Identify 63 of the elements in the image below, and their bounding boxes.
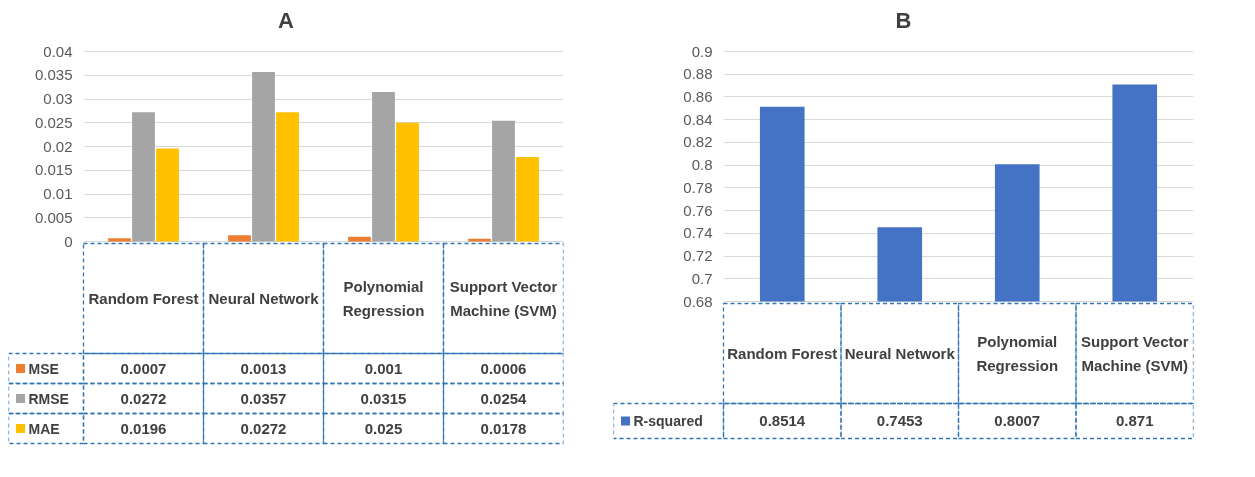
bar xyxy=(468,238,491,242)
x-tick-label: Polynomial Regression xyxy=(976,333,1059,374)
y-tick-label: 0.84 xyxy=(683,110,713,128)
bar xyxy=(132,112,155,242)
data-label: 0.0272 xyxy=(120,389,167,407)
data-label: 0.0178 xyxy=(480,419,527,437)
y-tick-label: 0.03 xyxy=(43,90,73,107)
bar xyxy=(252,71,275,242)
data-label: 0.871 xyxy=(1115,412,1154,429)
x-tick-label: Random Forest xyxy=(88,290,199,307)
y-tick-label: 0.88 xyxy=(683,65,713,83)
y-tick-label: 0 xyxy=(64,232,73,250)
bar xyxy=(348,236,371,242)
data-label: 0.8514 xyxy=(759,412,806,429)
y-tick-label: 0.82 xyxy=(683,133,713,151)
data-label: 0.0254 xyxy=(480,389,528,407)
data-label: 0.0006 xyxy=(480,359,527,377)
y-tick-label: 0.015 xyxy=(34,161,73,179)
bar xyxy=(108,238,131,242)
data-label: 0.0315 xyxy=(360,389,407,407)
data-label: 0.0357 xyxy=(240,389,287,407)
chart-title: A xyxy=(278,7,295,33)
bar xyxy=(156,148,179,242)
legend-label: RMSE xyxy=(28,390,69,407)
x-tick-label: Random Forest xyxy=(727,345,838,362)
data-label: 0.0196 xyxy=(120,419,167,437)
data-label: 0.025 xyxy=(364,419,403,437)
y-tick-label: 0.86 xyxy=(683,87,713,105)
x-tick-label: Support Vector Machine (SVM) xyxy=(1080,333,1189,374)
y-tick-label: 0.8 xyxy=(691,156,713,174)
data-label: 0.7453 xyxy=(876,412,923,429)
bar xyxy=(492,120,515,242)
chart-title: B xyxy=(895,7,912,33)
y-tick-label: 0.76 xyxy=(683,201,713,219)
x-tick-label: Polynomial Regression xyxy=(342,278,425,319)
x-tick-label: Neural Network xyxy=(844,345,956,362)
data-label: 0.0013 xyxy=(240,359,287,377)
y-tick-label: 0.68 xyxy=(683,292,713,310)
data-label: 0.001 xyxy=(364,359,403,377)
y-tick-label: 0.78 xyxy=(683,178,713,196)
y-tick-label: 0.74 xyxy=(683,224,713,242)
y-tick-label: 0.005 xyxy=(34,208,73,226)
y-tick-label: 0.72 xyxy=(683,247,713,265)
data-label: 0.8007 xyxy=(994,412,1041,429)
bar xyxy=(372,91,395,242)
bar xyxy=(228,235,251,242)
legend-label: MAE xyxy=(28,420,60,437)
y-tick-label: 0.7 xyxy=(691,269,713,287)
x-tick-label: Support Vector Machine (SVM) xyxy=(449,278,558,319)
bar xyxy=(396,122,419,242)
x-tick-label: Neural Network xyxy=(208,290,320,307)
y-tick-label: 0.025 xyxy=(34,113,73,131)
bar xyxy=(516,156,539,242)
legend-label: R-squared xyxy=(633,413,703,429)
legend-label: MSE xyxy=(28,360,59,377)
y-tick-label: 0.04 xyxy=(43,42,73,60)
data-label: 0.0007 xyxy=(120,359,167,377)
bar xyxy=(276,112,299,242)
y-tick-label: 0.01 xyxy=(43,185,73,202)
y-tick-label: 0.02 xyxy=(43,137,73,155)
y-tick-label: 0.9 xyxy=(691,42,713,60)
data-label: 0.0272 xyxy=(240,419,287,437)
y-tick-label: 0.035 xyxy=(34,66,73,84)
